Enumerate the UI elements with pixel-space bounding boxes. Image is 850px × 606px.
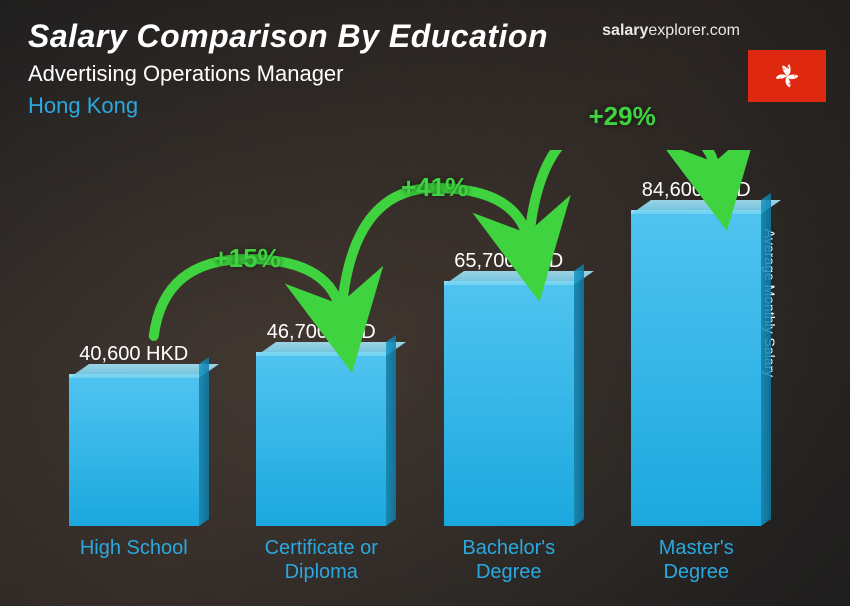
- category-label: Bachelor'sDegree: [426, 530, 591, 586]
- bar: [256, 352, 386, 526]
- watermark-bold: salary: [602, 22, 648, 39]
- hong-kong-flag-icon: [748, 50, 826, 102]
- bar-value-label: 65,700 HKD: [454, 250, 563, 273]
- bar-group: 84,600 HKD: [614, 150, 779, 526]
- chart-location: Hong Kong: [28, 93, 822, 119]
- increase-percent-label: +29%: [589, 101, 656, 132]
- bar-group: 65,700 HKD: [426, 150, 591, 526]
- increase-percent-label: +15%: [214, 243, 281, 274]
- category-label: Certificate orDiploma: [239, 530, 404, 586]
- watermark: salaryexplorer.com: [602, 22, 740, 40]
- category-label: High School: [51, 530, 216, 586]
- bar: [631, 210, 761, 526]
- bar-chart: 40,600 HKD 46,700 HKD 65,700 HKD 84,600 HKD…: [40, 150, 790, 586]
- bar-value-label: 46,700 HKD: [267, 321, 376, 344]
- bar-group: 46,700 HKD: [239, 150, 404, 526]
- category-label: Master'sDegree: [614, 530, 779, 586]
- infographic-container: Salary Comparison By Education Advertisi…: [0, 0, 850, 606]
- chart-subtitle: Advertising Operations Manager: [28, 61, 822, 87]
- bar-value-label: 84,600 HKD: [642, 179, 751, 202]
- increase-percent-label: +41%: [401, 172, 468, 203]
- watermark-rest: explorer.com: [648, 22, 740, 39]
- bar: [444, 281, 574, 526]
- bar: [69, 374, 199, 526]
- bar-group: 40,600 HKD: [51, 150, 216, 526]
- bar-value-label: 40,600 HKD: [79, 343, 188, 366]
